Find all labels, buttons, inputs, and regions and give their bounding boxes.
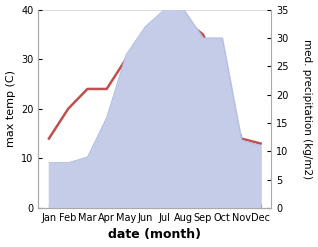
X-axis label: date (month): date (month) xyxy=(108,228,201,242)
Y-axis label: max temp (C): max temp (C) xyxy=(5,70,16,147)
Y-axis label: med. precipitation (kg/m2): med. precipitation (kg/m2) xyxy=(302,39,313,179)
